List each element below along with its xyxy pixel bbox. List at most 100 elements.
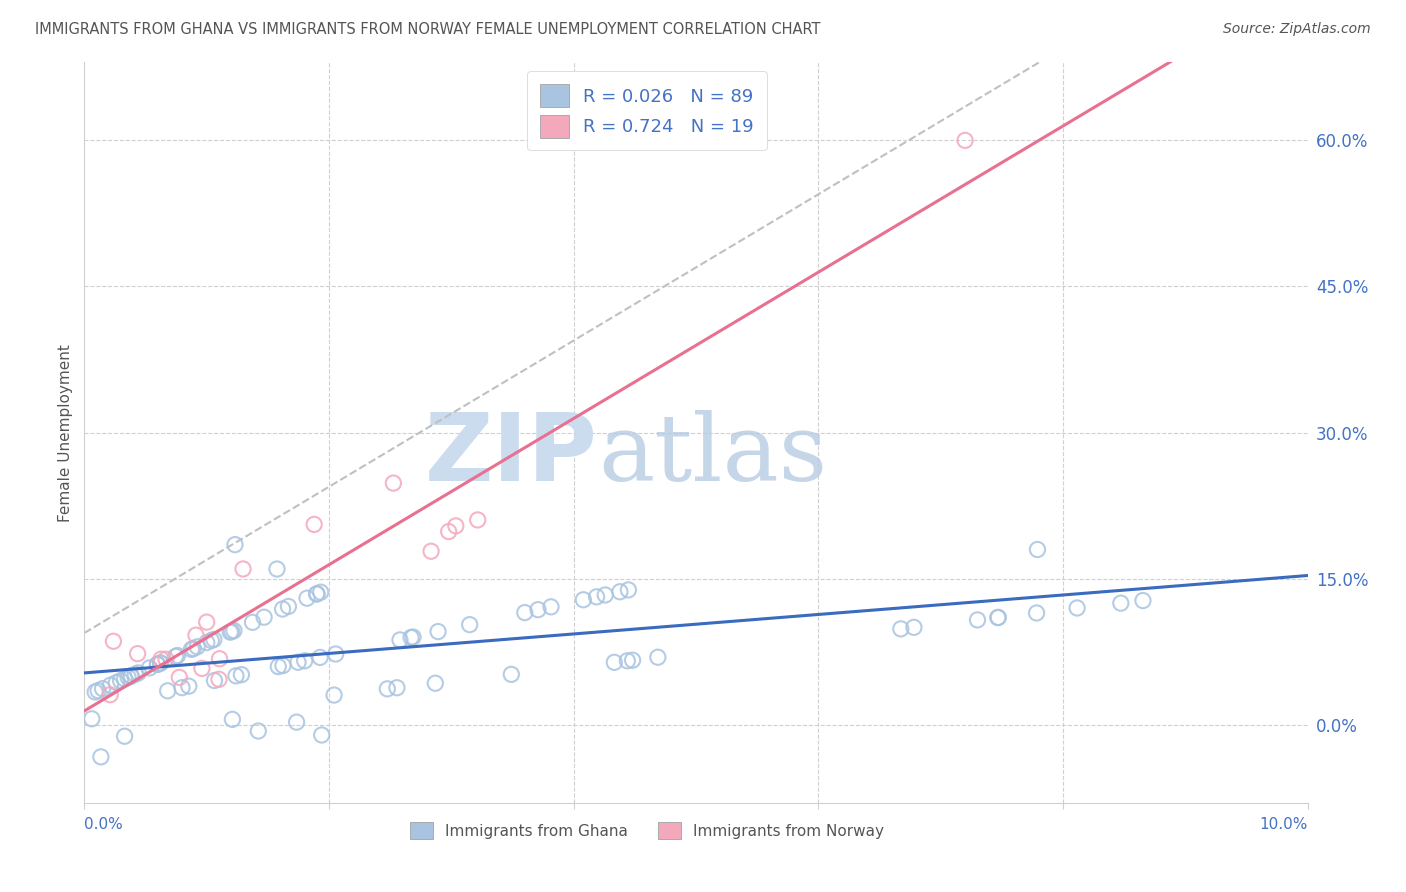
Point bbox=[309, 585, 332, 599]
Point bbox=[458, 617, 481, 632]
Point bbox=[232, 562, 254, 576]
Point bbox=[156, 683, 179, 698]
Point bbox=[540, 599, 562, 614]
Point bbox=[585, 590, 607, 604]
Text: 10.0%: 10.0% bbox=[1260, 817, 1308, 832]
Point bbox=[647, 650, 669, 665]
Point bbox=[1025, 606, 1047, 620]
Point bbox=[890, 622, 912, 636]
Point bbox=[287, 655, 309, 669]
Point bbox=[277, 599, 299, 614]
Text: IMMIGRANTS FROM GHANA VS IMMIGRANTS FROM NORWAY FEMALE UNEMPLOYMENT CORRELATION : IMMIGRANTS FROM GHANA VS IMMIGRANTS FROM… bbox=[35, 22, 821, 37]
Point bbox=[953, 133, 976, 147]
Point bbox=[149, 656, 172, 670]
Point bbox=[311, 728, 333, 742]
Point bbox=[114, 729, 136, 743]
Point bbox=[221, 712, 243, 726]
Point bbox=[150, 652, 173, 666]
Point bbox=[305, 587, 328, 601]
Point bbox=[402, 630, 425, 644]
Text: 0.0%: 0.0% bbox=[84, 817, 124, 832]
Point bbox=[621, 653, 644, 667]
Point bbox=[271, 658, 294, 673]
Point bbox=[323, 688, 346, 702]
Point bbox=[170, 681, 193, 695]
Point bbox=[617, 582, 640, 597]
Point bbox=[375, 681, 398, 696]
Point bbox=[425, 676, 447, 690]
Point bbox=[208, 651, 231, 665]
Point bbox=[195, 635, 218, 649]
Point bbox=[302, 517, 325, 532]
Point bbox=[146, 657, 169, 672]
Point bbox=[1109, 596, 1132, 610]
Point bbox=[91, 681, 114, 696]
Point bbox=[186, 640, 208, 654]
Point bbox=[309, 650, 332, 665]
Point bbox=[138, 661, 160, 675]
Point bbox=[110, 673, 132, 688]
Point bbox=[149, 656, 172, 670]
Point bbox=[200, 633, 222, 648]
Text: atlas: atlas bbox=[598, 409, 827, 500]
Point bbox=[307, 587, 329, 601]
Point bbox=[427, 624, 450, 639]
Point bbox=[105, 675, 128, 690]
Point bbox=[603, 656, 626, 670]
Point bbox=[155, 652, 177, 666]
Point bbox=[572, 592, 595, 607]
Point bbox=[183, 641, 205, 656]
Point bbox=[103, 634, 125, 648]
Point bbox=[527, 602, 550, 616]
Point bbox=[84, 685, 107, 699]
Point bbox=[388, 632, 411, 647]
Point bbox=[253, 610, 276, 624]
Point bbox=[177, 679, 200, 693]
Point bbox=[146, 657, 169, 672]
Point bbox=[247, 724, 270, 739]
Point bbox=[467, 513, 489, 527]
Point bbox=[225, 669, 247, 683]
Point bbox=[987, 610, 1010, 624]
Point bbox=[169, 670, 191, 684]
Point bbox=[202, 632, 225, 647]
Point bbox=[382, 476, 405, 491]
Point bbox=[242, 615, 264, 630]
Point bbox=[120, 669, 142, 683]
Point bbox=[987, 610, 1010, 624]
Point bbox=[616, 654, 638, 668]
Point bbox=[191, 661, 214, 675]
Point bbox=[222, 624, 245, 638]
Point bbox=[266, 562, 288, 576]
Point bbox=[966, 613, 988, 627]
Point bbox=[165, 649, 187, 664]
Point bbox=[444, 519, 467, 533]
Point bbox=[437, 524, 460, 539]
Point bbox=[100, 678, 122, 692]
Legend: Immigrants from Ghana, Immigrants from Norway: Immigrants from Ghana, Immigrants from N… bbox=[402, 814, 891, 847]
Point bbox=[219, 625, 242, 640]
Point bbox=[127, 665, 149, 680]
Point bbox=[325, 647, 347, 661]
Point bbox=[184, 628, 207, 642]
Point bbox=[399, 631, 422, 645]
Point bbox=[513, 606, 536, 620]
Point bbox=[114, 672, 136, 686]
Point bbox=[87, 683, 110, 698]
Point bbox=[221, 624, 243, 639]
Text: ZIP: ZIP bbox=[425, 409, 598, 500]
Point bbox=[385, 681, 408, 695]
Point bbox=[1132, 593, 1154, 607]
Point bbox=[295, 591, 318, 606]
Point bbox=[166, 648, 188, 663]
Point bbox=[90, 749, 112, 764]
Point bbox=[903, 620, 925, 634]
Point bbox=[231, 667, 253, 681]
Point bbox=[98, 688, 121, 702]
Point bbox=[180, 642, 202, 657]
Point bbox=[195, 615, 218, 629]
Point bbox=[294, 654, 316, 668]
Text: Source: ZipAtlas.com: Source: ZipAtlas.com bbox=[1223, 22, 1371, 37]
Point bbox=[267, 659, 290, 673]
Point bbox=[127, 647, 149, 661]
